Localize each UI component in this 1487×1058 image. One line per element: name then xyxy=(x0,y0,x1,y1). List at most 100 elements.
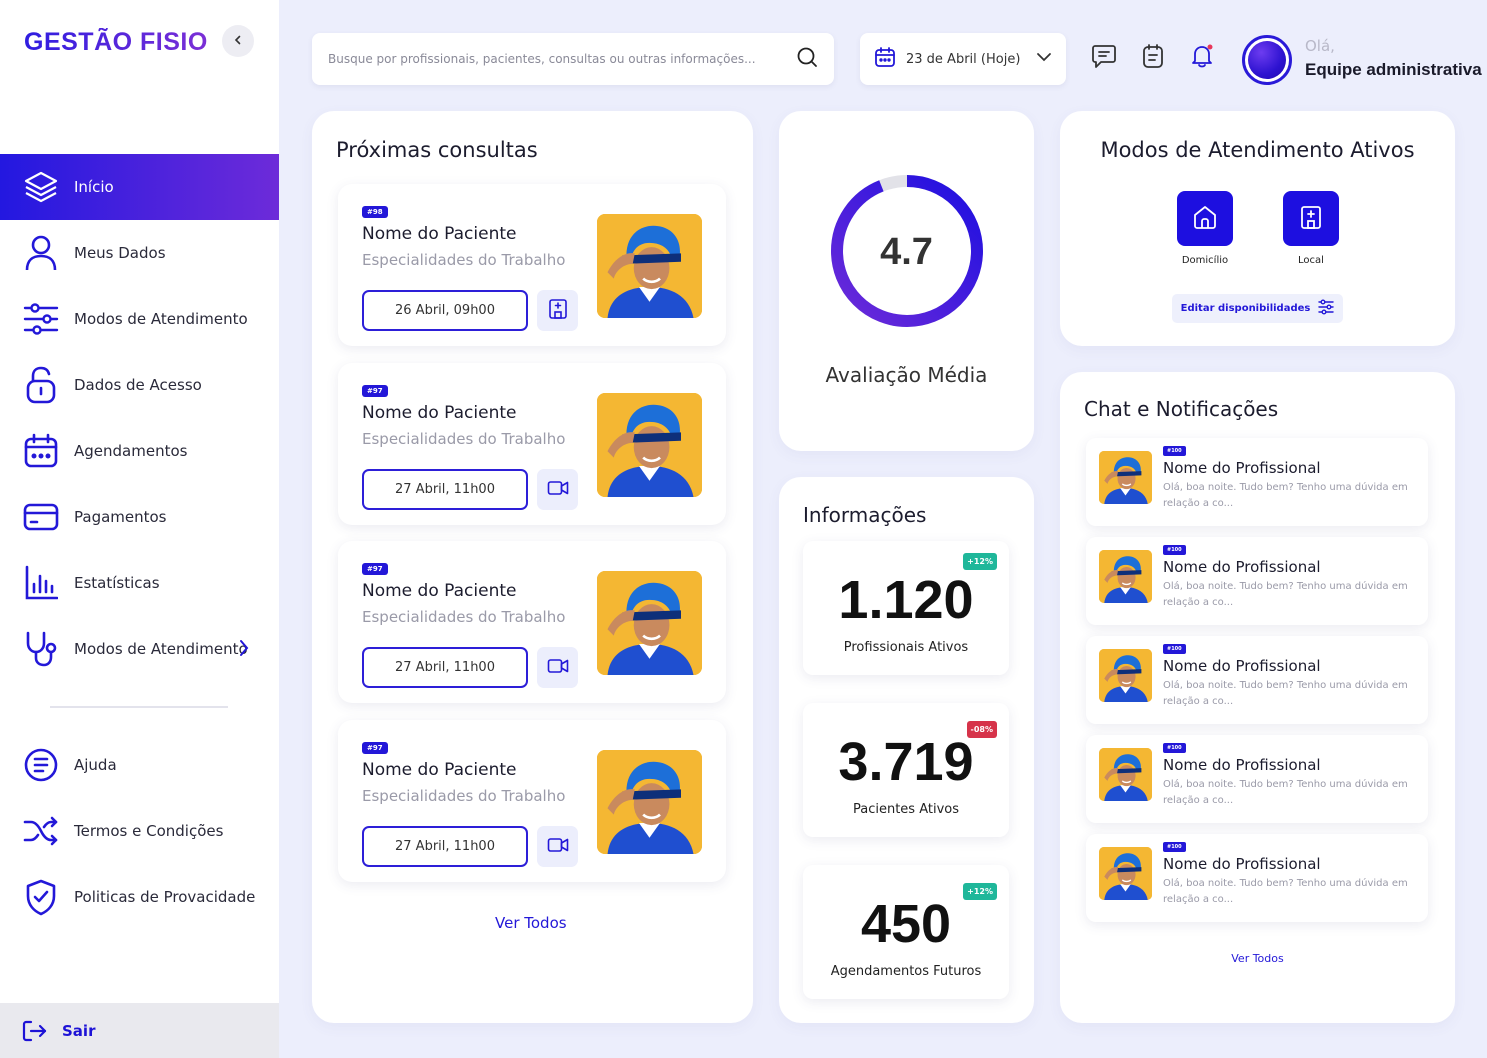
mode-domicilio-button[interactable] xyxy=(1177,191,1233,246)
help-list-icon xyxy=(22,746,60,784)
appointment-card[interactable]: #97 Nome do Paciente Especialidades do Tra… xyxy=(338,363,726,525)
chat-item[interactable]: #100 Nome do Profissional Olá, boa noite. … xyxy=(1086,438,1428,526)
edit-availability-button[interactable]: Editar disponibilidades xyxy=(1172,294,1343,323)
messages-button[interactable] xyxy=(1091,45,1117,71)
sidebar-item-modos-atendimento-2[interactable]: Modos de Atendimento xyxy=(0,618,279,680)
sidebar-item-label: Agendamentos xyxy=(74,442,188,460)
mode-label: Domicílio xyxy=(1181,255,1229,266)
chat-item[interactable]: #100 Nome do Profissional Olá, boa noite. … xyxy=(1086,834,1428,922)
user-name[interactable]: Equipe administrativa xyxy=(1305,60,1482,79)
info-title: Informações xyxy=(803,503,927,527)
chat-id-tag: #100 xyxy=(1163,743,1186,753)
professional-name: Nome do Profissional xyxy=(1163,855,1321,873)
video-icon xyxy=(547,658,569,678)
avatar[interactable] xyxy=(1242,35,1292,85)
bell-icon xyxy=(1189,43,1215,73)
logout-icon xyxy=(22,1019,48,1043)
professional-name: Nome do Profissional xyxy=(1163,657,1321,675)
professional-name: Nome do Profissional xyxy=(1163,756,1321,774)
sidebar-item-label: Modos de Atendimento xyxy=(74,310,248,328)
search-bar xyxy=(312,33,834,85)
trend-badge: +12% xyxy=(963,553,997,570)
professional-name: Nome do Profissional xyxy=(1163,459,1321,477)
tasks-button[interactable] xyxy=(1140,44,1166,71)
rating-arc xyxy=(831,175,983,327)
rating-label: Avaliação Média xyxy=(825,363,988,387)
appointment-card[interactable]: #97 Nome do Paciente Especialidades do Tra… xyxy=(338,720,726,882)
stat-label: Agendamentos Futuros xyxy=(830,964,982,979)
chevron-left-icon xyxy=(233,33,243,49)
layers-icon xyxy=(22,168,60,206)
chat-message-preview: Olá, boa noite. Tudo bem? Tenho uma dúvi… xyxy=(1163,482,1408,509)
sliders-icon xyxy=(1318,299,1335,318)
sidebar-item-dados-acesso[interactable]: Dados de Acesso xyxy=(0,354,279,416)
appointment-datetime-button[interactable]: 27 Abril, 11h00 xyxy=(362,647,528,688)
sidebar-item-meus-dados[interactable]: Meus Dados xyxy=(0,222,279,284)
video-icon xyxy=(547,480,569,500)
appointment-datetime-button[interactable]: 26 Abril, 09h00 xyxy=(362,290,528,331)
sidebar-item-modos-atendimento[interactable]: Modos de Atendimento xyxy=(0,288,279,350)
date-picker[interactable]: 23 de Abril (Hoje) xyxy=(860,33,1066,85)
professional-photo xyxy=(1099,847,1152,900)
patient-photo xyxy=(597,214,702,318)
sidebar-item-estatisticas[interactable]: Estatísticas xyxy=(0,552,279,614)
mode-label: Local xyxy=(1298,255,1324,266)
patient-photo xyxy=(597,393,702,497)
sliders-icon xyxy=(22,300,60,338)
building-icon xyxy=(1299,204,1323,234)
appointment-mode-button[interactable] xyxy=(537,826,578,867)
appointment-datetime-button[interactable]: 27 Abril, 11h00 xyxy=(362,469,528,510)
modes-title: Modos de Atendimento Ativos xyxy=(1100,138,1415,162)
stat-value: 1.120 xyxy=(838,570,974,630)
sidebar-item-ajuda[interactable]: Ajuda xyxy=(0,734,279,796)
rating-ring xyxy=(831,175,983,327)
chat-id-tag: #100 xyxy=(1163,545,1186,555)
appointment-id-tag: #97 xyxy=(362,742,388,754)
sidebar-item-label: Politicas de Provacidade xyxy=(74,888,256,906)
logout-button[interactable]: Sair xyxy=(0,1003,279,1058)
sidebar-item-inicio[interactable]: Início xyxy=(0,154,279,220)
stat-label: Profissionais Ativos xyxy=(843,640,969,655)
sidebar-item-agendamentos[interactable]: Agendamentos xyxy=(0,420,279,482)
mode-local-button[interactable] xyxy=(1283,191,1339,246)
chat-item[interactable]: #100 Nome do Profissional Olá, boa noite. … xyxy=(1086,735,1428,823)
search-icon[interactable] xyxy=(796,46,818,72)
appointment-mode-button[interactable] xyxy=(537,290,578,331)
sidebar-item-label: Pagamentos xyxy=(74,508,167,526)
chat-message-preview: Olá, boa noite. Tudo bem? Tenho uma dúvi… xyxy=(1163,779,1408,806)
app-logo[interactable]: GESTÃO FISIO xyxy=(24,28,208,56)
stat-profissionais: +12% 1.120 Profissionais Ativos xyxy=(803,541,1009,675)
search-input[interactable] xyxy=(328,52,778,66)
chat-title: Chat e Notificações xyxy=(1084,397,1279,421)
collapse-sidebar-button[interactable] xyxy=(222,25,254,57)
sidebar-divider xyxy=(50,706,228,708)
chat-id-tag: #100 xyxy=(1163,842,1186,852)
video-icon xyxy=(547,837,569,857)
chat-message-preview: Olá, boa noite. Tudo bem? Tenho uma dúvi… xyxy=(1163,581,1408,608)
stat-value: 450 xyxy=(860,894,952,954)
appointment-mode-button[interactable] xyxy=(537,647,578,688)
bar-chart-icon xyxy=(22,564,60,602)
stat-pacientes: -08% 3.719 Pacientes Ativos xyxy=(803,703,1009,837)
appointment-card[interactable]: #97 Nome do Paciente Especialidades do Tra… xyxy=(338,541,726,703)
greeting: Olá, xyxy=(1305,37,1335,55)
patient-specialty: Especialidades do Trabalho xyxy=(362,430,566,448)
stat-agendamentos: +12% 450 Agendamentos Futuros xyxy=(803,865,1009,999)
stat-value: 3.719 xyxy=(838,732,974,792)
sidebar-item-termos[interactable]: Termos e Condições xyxy=(0,800,279,862)
chevron-right-icon xyxy=(238,638,250,662)
appointment-mode-button[interactable] xyxy=(537,469,578,510)
appointments-see-all-link[interactable]: Ver Todos xyxy=(495,914,567,932)
sidebar-item-politicas[interactable]: Politicas de Provacidade xyxy=(0,866,279,928)
chat-item[interactable]: #100 Nome do Profissional Olá, boa noite. … xyxy=(1086,537,1428,625)
sidebar-item-label: Estatísticas xyxy=(74,574,160,592)
chat-item[interactable]: #100 Nome do Profissional Olá, boa noite. … xyxy=(1086,636,1428,724)
sidebar-item-pagamentos[interactable]: Pagamentos xyxy=(0,486,279,548)
appointment-datetime-button[interactable]: 27 Abril, 11h00 xyxy=(362,826,528,867)
rating-value: 4.7 xyxy=(880,231,933,273)
patient-name: Nome do Paciente xyxy=(362,224,517,244)
notifications-button[interactable] xyxy=(1189,43,1215,73)
professional-photo xyxy=(1099,550,1152,603)
appointment-card[interactable]: #98 Nome do Paciente Especialidades do Tra… xyxy=(338,184,726,346)
chat-see-all-link[interactable]: Ver Todos xyxy=(1231,952,1284,965)
